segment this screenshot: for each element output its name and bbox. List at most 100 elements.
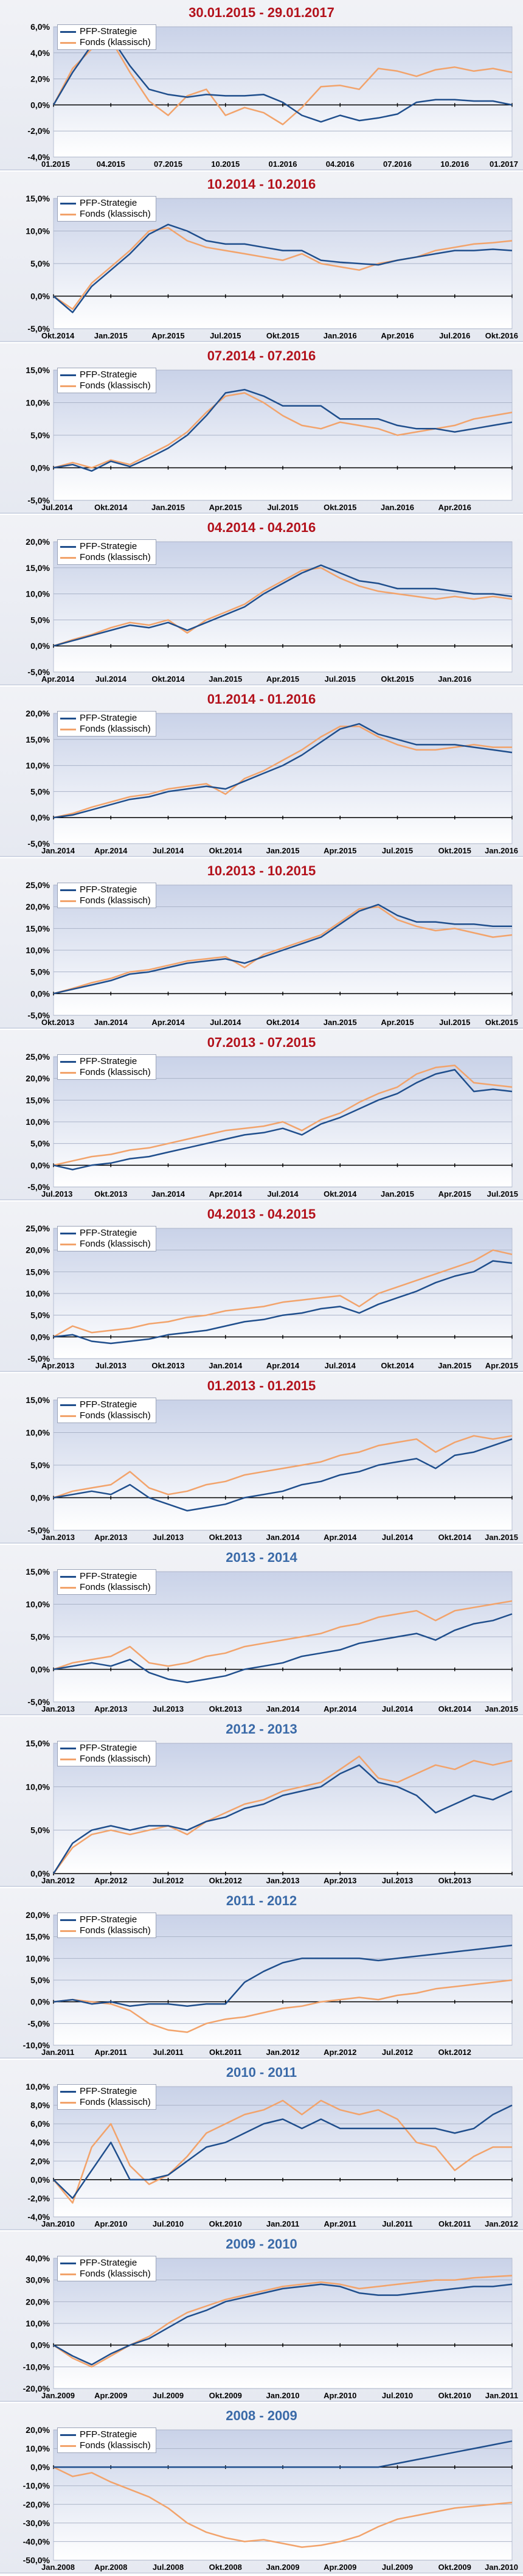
x-tick-label: Jul.2011 xyxy=(153,2048,184,2057)
x-tick-label: Okt.2015 xyxy=(438,846,471,855)
series-line-strategy xyxy=(53,2283,513,2366)
x-tick-label: Jul.2013 xyxy=(382,1876,413,1885)
x-tick-label: Jan.2015 xyxy=(324,1018,357,1027)
series-line-classic xyxy=(53,2466,513,2548)
legend: PFP-Strategie Fonds (klassisch) xyxy=(57,1398,156,1423)
series-line-classic xyxy=(52,1755,513,1874)
x-tick-label: Apr.2015 xyxy=(266,674,299,684)
y-tick-label: 0,0% xyxy=(30,100,50,110)
legend-swatch xyxy=(60,1071,76,1074)
chart-panel: 2011 - 2012 20,0% 15,0% 10,0% 5,0% 0,0% -5,0% -… xyxy=(0,1888,523,2059)
chart-title: 30.01.2015 - 29.01.2017 xyxy=(189,5,334,20)
y-tick-label: 15,0% xyxy=(26,194,50,203)
series-line-classic xyxy=(52,39,513,125)
legend-label: PFP-Strategie xyxy=(80,2429,137,2440)
y-tick-label: -50,0% xyxy=(23,2555,50,2565)
y-tick-label: 10,0% xyxy=(26,945,50,955)
y-tick-label: -2,0% xyxy=(27,126,50,136)
x-tick-label: Jul.2013 xyxy=(153,1704,184,1713)
x-tick-label: Jan.2015 xyxy=(151,503,185,512)
y-tick-label: -5,0% xyxy=(27,495,50,505)
x-tick-label: Jan.2015 xyxy=(485,1533,518,1542)
x-tick-label: Jan.2008 xyxy=(41,2563,75,2572)
x-tick-label: Jul.2012 xyxy=(153,1876,184,1885)
x-tick-label: Okt.2010 xyxy=(438,2391,471,2400)
y-tick-label: -5,0% xyxy=(27,2018,50,2028)
y-tick-label: 10,0% xyxy=(26,589,50,599)
x-tick-label: Jan.2015 xyxy=(209,674,242,684)
legend-item-strategy: PFP-Strategie xyxy=(60,713,151,724)
legend-swatch xyxy=(60,1575,76,1578)
legend-label: Fonds (klassisch) xyxy=(80,1582,151,1592)
x-tick-label: Jan.2011 xyxy=(41,2048,74,2057)
x-tick-label: Okt.2008 xyxy=(209,2563,242,2572)
legend-swatch xyxy=(60,2262,76,2264)
y-tick-label: -4,0% xyxy=(27,152,50,162)
legend-swatch xyxy=(60,728,76,730)
y-tick-label: 4,0% xyxy=(30,48,50,58)
y-tick-label: 20,0% xyxy=(26,1245,50,1255)
x-tick-label: Apr.2013 xyxy=(94,1533,127,1542)
y-tick-label: -5,0% xyxy=(27,1354,50,1363)
x-tick-label: Jan.2009 xyxy=(266,2563,300,2572)
series-line-classic xyxy=(53,726,512,819)
series-line-strategy xyxy=(53,1438,513,1512)
x-tick-label: Jul.2014 xyxy=(153,846,184,855)
legend-item-strategy: PFP-Strategie xyxy=(60,2429,151,2440)
legend-item-classic: Fonds (klassisch) xyxy=(60,1754,151,1765)
x-tick-label: Jul.2016 xyxy=(439,331,470,340)
chart-panel: 2013 - 2014 15,0% 10,0% 5,0% 0,0% -5,0% Jan.20… xyxy=(0,1545,523,1715)
y-tick-label: 10,0% xyxy=(26,1600,50,1609)
legend-label: Fonds (klassisch) xyxy=(80,1410,151,1421)
legend: PFP-Strategie Fonds (klassisch) xyxy=(57,1913,156,1938)
y-tick-label: -20,0% xyxy=(23,2499,50,2509)
legend-swatch xyxy=(60,374,76,376)
legend-item-classic: Fonds (klassisch) xyxy=(60,552,151,563)
x-tick-label: Apr.2015 xyxy=(381,1018,414,1027)
y-tick-label: 0,0% xyxy=(30,1332,50,1342)
x-tick-label: Okt.2013 xyxy=(438,1876,471,1885)
y-tick-label: -10,0% xyxy=(23,2040,50,2050)
x-tick-label: Okt.2013 xyxy=(41,1018,74,1027)
legend-swatch xyxy=(60,1919,76,1921)
x-tick-label: Jul.2014 xyxy=(325,1361,356,1370)
y-tick-label: -30,0% xyxy=(23,2518,50,2528)
legend-item-strategy: PFP-Strategie xyxy=(60,1399,151,1410)
y-tick-label: 15,0% xyxy=(26,1567,50,1577)
x-tick-label: Jul.2009 xyxy=(153,2391,184,2400)
legend-label: Fonds (klassisch) xyxy=(80,724,151,734)
legend-item-strategy: PFP-Strategie xyxy=(60,369,151,380)
y-tick-label: -5,0% xyxy=(27,324,50,334)
legend-label: Fonds (klassisch) xyxy=(80,2269,151,2279)
y-tick-label: 20,0% xyxy=(26,902,50,912)
y-tick-label: 4,0% xyxy=(30,2138,50,2147)
chart-title: 2013 - 2014 xyxy=(226,1550,297,1565)
legend-item-classic: Fonds (klassisch) xyxy=(60,724,151,735)
x-tick-label: Jan.2014 xyxy=(94,1018,128,1027)
legend-label: Fonds (klassisch) xyxy=(80,2097,151,2107)
x-tick-label: Jan.2013 xyxy=(41,1533,75,1542)
series-line-strategy xyxy=(53,903,512,995)
y-tick-label: 20,0% xyxy=(26,1910,50,1920)
y-tick-label: 15,0% xyxy=(26,1267,50,1276)
legend-label: Fonds (klassisch) xyxy=(80,1754,151,1764)
legend-label: Fonds (klassisch) xyxy=(80,380,151,391)
x-tick-label: Okt.2013 xyxy=(94,1189,127,1199)
legend-label: PFP-Strategie xyxy=(80,1914,137,1925)
legend-label: PFP-Strategie xyxy=(80,26,137,37)
chart-panel: 10.2014 - 10.2016 15,0% 10,0% 5,0% 0,0% -5,0%… xyxy=(0,172,523,342)
legend-label: PFP-Strategie xyxy=(80,2258,137,2268)
chart-title: 2008 - 2009 xyxy=(226,2408,297,2423)
y-tick-label: -5,0% xyxy=(27,1525,50,1535)
chart-panel: 30.01.2015 - 29.01.2017 6,0% 4,0% 2,0% 0,0% -… xyxy=(0,0,523,170)
x-tick-label: 07.2016 xyxy=(383,159,412,169)
legend-item-classic: Fonds (klassisch) xyxy=(60,209,151,220)
y-tick-label: 10,0% xyxy=(26,226,50,236)
y-tick-label: 0,0% xyxy=(30,1997,50,2007)
legend-swatch xyxy=(60,900,76,902)
x-tick-label: Jul.2014 xyxy=(267,1189,299,1199)
x-tick-label: Jul.2013 xyxy=(95,1361,126,1370)
legend-label: PFP-Strategie xyxy=(80,2086,137,2096)
chart-panel: 2010 - 2011 10,0% 8,0% 6,0% 4,0% 2,0% 0,0% -2,0… xyxy=(0,2060,523,2230)
y-tick-label: 5,0% xyxy=(30,259,50,268)
